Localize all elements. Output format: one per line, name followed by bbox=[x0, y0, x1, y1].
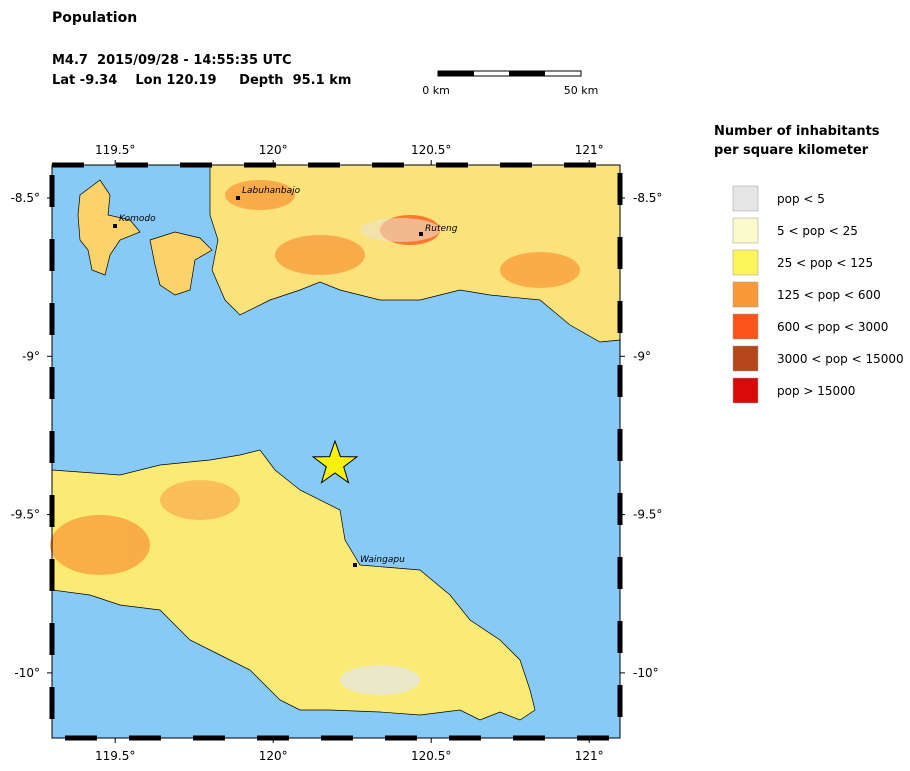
flores-land bbox=[209, 164, 621, 343]
places: Labuhanbajo Komodo Ruteng Waingapu bbox=[113, 186, 458, 567]
legend-swatch bbox=[732, 281, 759, 308]
epicenter-star bbox=[311, 439, 359, 484]
place-label: Komodo bbox=[119, 214, 156, 224]
legend-swatch bbox=[732, 377, 759, 404]
legend-label: 125 < pop < 600 bbox=[777, 288, 881, 302]
lon-tick-label: 119.5° bbox=[95, 143, 135, 157]
legend-label: pop < 5 bbox=[777, 192, 825, 206]
legend-label: 600 < pop < 3000 bbox=[777, 320, 888, 334]
komodo-island bbox=[77, 179, 141, 276]
lat-tick-label: -9.5° bbox=[633, 508, 662, 522]
axes: 119.5° 119.5° 120° 120° 120.5° 120.5° 121° 121°… bbox=[11, 143, 663, 763]
legend-label: pop > 15000 bbox=[777, 384, 855, 398]
legend-title: per square kilometer bbox=[714, 143, 869, 158]
sumba-land bbox=[51, 449, 536, 721]
lon-tick-label: 120.5° bbox=[411, 749, 451, 763]
lat-tick-label: -10° bbox=[14, 666, 40, 680]
lat-tick-label: -8.5° bbox=[633, 191, 662, 205]
legend-swatch bbox=[732, 345, 759, 372]
place-label: Labuhanbajo bbox=[242, 186, 301, 196]
lon-tick-label: 121° bbox=[575, 143, 604, 157]
scale-start: 0 km bbox=[422, 84, 450, 97]
lat-tick-label: -10° bbox=[633, 666, 659, 680]
legend-swatch bbox=[732, 313, 759, 340]
lat-tick-label: -9.5° bbox=[11, 508, 40, 522]
lon-tick-label: 119.5° bbox=[95, 749, 135, 763]
legend-swatch bbox=[732, 185, 759, 212]
location-info: Lat -9.34 Lon 120.19 Depth 95.1 km bbox=[52, 73, 351, 88]
lon-tick-label: 120° bbox=[259, 143, 288, 157]
legend-label: 3000 < pop < 15000 bbox=[777, 352, 904, 366]
lat-tick-label: -9° bbox=[633, 349, 651, 363]
lat-tick-label: -9° bbox=[22, 349, 40, 363]
scale-end: 50 km bbox=[564, 84, 599, 97]
rinca-island bbox=[149, 231, 213, 296]
place-label: Waingapu bbox=[360, 555, 405, 565]
lat-tick-label: -8.5° bbox=[11, 191, 40, 205]
map: Labuhanbajo Komodo Ruteng Waingapu bbox=[49, 162, 623, 741]
legend: Number of inhabitants per square kilomet… bbox=[714, 124, 904, 404]
lon-tick-label: 121° bbox=[575, 749, 604, 763]
legend-title: Number of inhabitants bbox=[714, 124, 880, 139]
scale-bar: 0 km 50 km bbox=[422, 70, 599, 97]
place-label: Ruteng bbox=[425, 224, 458, 234]
legend-swatch bbox=[732, 217, 759, 244]
lon-tick-label: 120° bbox=[259, 749, 288, 763]
title: Population bbox=[52, 10, 137, 26]
event-info: M4.7 2015/09/28 - 14:55:35 UTC bbox=[52, 53, 291, 68]
legend-swatch bbox=[732, 249, 759, 276]
legend-label: 5 < pop < 25 bbox=[777, 224, 858, 238]
lon-tick-label: 120.5° bbox=[411, 143, 451, 157]
legend-label: 25 < pop < 125 bbox=[777, 256, 873, 270]
map-border bbox=[51, 164, 621, 739]
density-patches bbox=[50, 180, 580, 695]
